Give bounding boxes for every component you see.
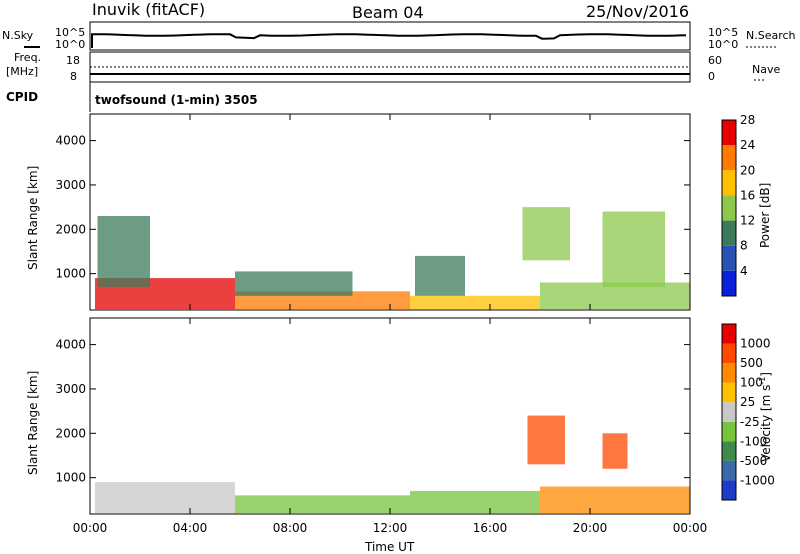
data-region-1-0: [95, 482, 235, 514]
noise-tick-right-top: 10^5: [708, 26, 739, 39]
colorbar-tick-1-5: -100: [740, 434, 767, 448]
colorbar-tick-0-5: 24: [740, 138, 755, 152]
colorbar-frame-1: [721, 323, 737, 501]
colorbar-seg-0-6: [722, 120, 736, 146]
colorbar-seg-1-1: [722, 460, 736, 481]
noise-tick-right-bottom: 10^0: [708, 38, 739, 51]
colorbar-tick-1-4: -25: [740, 415, 760, 429]
data-region-0-6: [415, 255, 465, 296]
ytick-label-0-1: 2000: [55, 222, 86, 236]
data-region-0-5: [235, 271, 353, 296]
data-region-1-3: [540, 486, 690, 514]
freq-unit-label: [MHz]: [6, 65, 39, 78]
colorbar-seg-1-2: [722, 441, 736, 461]
colorbar-tick-1-6: -500: [740, 454, 767, 468]
freq-tick-top: 18: [66, 54, 80, 67]
data-region-0-1: [235, 291, 410, 310]
colorbar-seg-1-7: [722, 343, 736, 364]
xtick-label-6: 00:00: [673, 521, 708, 535]
ytick-label-1-2: 3000: [55, 382, 86, 396]
ytick-label-0-2: 3000: [55, 178, 86, 192]
colorbar-tick-0-6: 28: [740, 113, 755, 127]
colorbar-tick-0-3: 16: [740, 188, 755, 202]
date-title: 25/Nov/2016: [586, 2, 690, 21]
colorbar-seg-0-4: [722, 170, 736, 196]
colorbar-seg-1-5: [722, 382, 736, 403]
colorbar-tick-0-1: 8: [740, 239, 748, 253]
nsky-label: N.Sky: [2, 29, 34, 42]
data-region-0-2: [410, 295, 540, 310]
ytick-label-0-3: 4000: [55, 134, 86, 148]
colorbar-tick-0-4: 20: [740, 163, 755, 177]
xtick-label-3: 12:00: [373, 521, 408, 535]
colorbar-seg-0-2: [722, 220, 736, 246]
data-region-1-2: [410, 490, 540, 514]
colorbar-frame-0: [721, 119, 737, 297]
freq-label: Freq.: [14, 51, 42, 64]
data-region-0-8: [602, 211, 665, 287]
ytick-label-1-1: 2000: [55, 426, 86, 440]
colorbar-seg-1-8: [722, 324, 736, 344]
noise-panel-frame: [89, 21, 691, 51]
colorbar-tick-1-0: 1000: [740, 337, 771, 351]
noise-tick-left-top: 10^5: [55, 26, 86, 39]
colorbar-seg-1-0: [722, 480, 736, 500]
station-title: Inuvik (fitACF): [92, 0, 206, 19]
nave-label: Nave: [752, 63, 781, 76]
colorbar-seg-1-3: [722, 421, 736, 442]
colorbar-seg-1-4: [722, 402, 736, 422]
freq-tick-bottom: 8: [70, 70, 77, 83]
colorbar-tick-1-7: -1000: [740, 473, 775, 487]
cpid-label: CPID: [6, 90, 39, 104]
noise-tick-left-bottom: 10^0: [55, 38, 86, 51]
colorbar-tick-0-2: 12: [740, 214, 755, 228]
xtick-label-2: 08:00: [273, 521, 308, 535]
data-region-1-5: [602, 433, 628, 469]
nave-tick-bottom: 0: [708, 70, 715, 83]
nave-tick-top: 60: [708, 54, 722, 67]
colorbar-tick-1-2: 100: [740, 376, 763, 390]
colorbar-seg-1-6: [722, 363, 736, 383]
xtick-label-4: 16:00: [473, 521, 508, 535]
noise-sky-trace: [91, 33, 687, 48]
colorbar-tick-1-1: 500: [740, 356, 763, 370]
colorbar-tick-1-3: 25: [740, 395, 755, 409]
nsearch-label: N.Search: [746, 29, 796, 42]
colorbar-tick-0-0: 4: [740, 264, 748, 278]
beam-title: Beam 04: [352, 3, 424, 22]
data-region-0-4: [97, 215, 150, 287]
xaxis-title: Time UT: [365, 540, 415, 554]
colorbar-seg-0-5: [722, 145, 736, 171]
colorbar-seg-0-3: [722, 195, 736, 221]
xtick-label-5: 20:00: [573, 521, 608, 535]
xtick-label-0: 00:00: [73, 521, 108, 535]
colorbar-seg-0-0: [722, 270, 736, 296]
data-region-1-1: [235, 495, 410, 514]
xtick-label-1: 04:00: [173, 521, 208, 535]
data-region-1-4: [527, 415, 565, 465]
ytick-label-0-0: 1000: [55, 267, 86, 281]
colorbar-seg-0-1: [722, 245, 736, 271]
ytick-label-1-0: 1000: [55, 471, 86, 485]
cpid-text: twofsound (1-min) 3505: [95, 93, 258, 107]
ytick-label-1-3: 4000: [55, 338, 86, 352]
data-region-0-7: [522, 207, 570, 261]
